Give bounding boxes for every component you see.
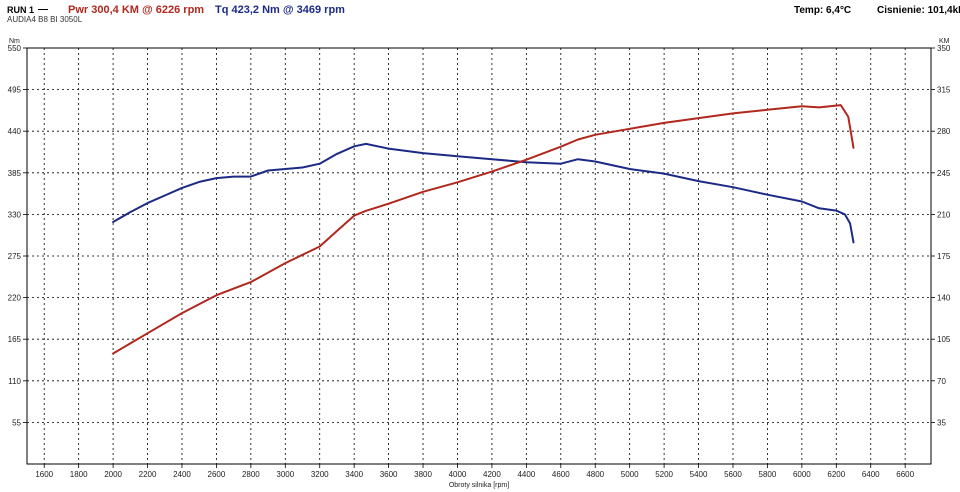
x-tick-label: 5800 bbox=[759, 470, 777, 479]
y-left-tick-label: 165 bbox=[8, 335, 22, 344]
x-tick-label: 3400 bbox=[345, 470, 363, 479]
y-right-tick-label: 140 bbox=[937, 294, 951, 303]
run-label: RUN 1 bbox=[7, 5, 35, 15]
x-tick-label: 3000 bbox=[276, 470, 294, 479]
x-tick-label: 3800 bbox=[414, 470, 432, 479]
x-tick-label: 2400 bbox=[173, 470, 191, 479]
y-right-tick-label: 105 bbox=[937, 335, 951, 344]
y-left-tick-label: 55 bbox=[12, 418, 21, 427]
x-tick-label: 3200 bbox=[311, 470, 329, 479]
power-legend: Pwr 300,4 KM @ 6226 rpm bbox=[68, 4, 205, 16]
y-right-tick-label: 175 bbox=[937, 252, 951, 261]
pressure-label: Cisnienie: 101,4kPa bbox=[877, 5, 960, 16]
y-axis-left-label: Nm bbox=[9, 38, 20, 45]
y-left-tick-label: 330 bbox=[8, 210, 22, 219]
x-tick-label: 6400 bbox=[862, 470, 880, 479]
x-tick-label: 2200 bbox=[139, 470, 157, 479]
y-right-tick-label: 245 bbox=[937, 169, 951, 178]
x-tick-label: 1600 bbox=[35, 470, 53, 479]
y-right-tick-label: 35 bbox=[937, 418, 946, 427]
y-left-tick-label: 440 bbox=[8, 127, 22, 136]
x-axis-label: Obroty silnika [rpm] bbox=[449, 482, 509, 489]
y-right-tick-label: 70 bbox=[937, 377, 946, 386]
y-left-tick-label: 385 bbox=[8, 169, 22, 178]
y-left-tick-label: 110 bbox=[8, 377, 21, 386]
torque-series-line bbox=[112, 142, 855, 244]
x-tick-label: 4000 bbox=[449, 470, 467, 479]
y-right-tick-label: 210 bbox=[937, 210, 951, 219]
x-tick-label: 2600 bbox=[208, 470, 226, 479]
x-tick-label: 3600 bbox=[380, 470, 398, 479]
y-right-tick-label: 280 bbox=[937, 127, 951, 136]
chart-grid bbox=[27, 48, 931, 464]
y-left-tick-label: 275 bbox=[8, 252, 22, 261]
y-left-tick-label: 495 bbox=[8, 86, 22, 95]
x-tick-label: 4800 bbox=[586, 470, 604, 479]
x-tick-label: 5400 bbox=[690, 470, 708, 479]
chart-header: RUN 1 — Pwr 300,4 KM @ 6226 rpm Tq 423,2… bbox=[0, 0, 960, 26]
x-tick-label: 5200 bbox=[655, 470, 673, 479]
chart-lines bbox=[112, 104, 855, 355]
x-tick-label: 6000 bbox=[793, 470, 811, 479]
x-tick-label: 6600 bbox=[896, 470, 914, 479]
x-tick-label: 4400 bbox=[517, 470, 535, 479]
x-tick-label: 1800 bbox=[70, 470, 88, 479]
car-label: AUDIA4 B8 BI 3050L bbox=[7, 15, 83, 24]
x-tick-label: 2000 bbox=[104, 470, 122, 479]
x-tick-label: 4200 bbox=[483, 470, 501, 479]
y-right-tick-label: 315 bbox=[937, 86, 951, 95]
torque-legend: Tq 423,2 Nm @ 3469 rpm bbox=[215, 4, 345, 16]
legend-dash: — bbox=[38, 4, 48, 15]
x-tick-label: 6200 bbox=[827, 470, 845, 479]
power-series-line bbox=[112, 104, 855, 355]
x-tick-label: 5000 bbox=[621, 470, 639, 479]
temperature-label: Temp: 6,4°C bbox=[794, 5, 852, 16]
y-right-tick-label: 350 bbox=[937, 44, 951, 53]
chart-axes: 1600 1800 2000 2200 2400 2600 2800 3000 3200 3400… bbox=[8, 44, 951, 479]
y-left-tick-label: 220 bbox=[8, 294, 22, 303]
x-tick-label: 4600 bbox=[552, 470, 570, 479]
x-tick-label: 2800 bbox=[242, 470, 260, 479]
x-tick-label: 5600 bbox=[724, 470, 742, 479]
y-left-tick-label: 550 bbox=[8, 44, 22, 53]
y-axis-right-label: KM bbox=[939, 38, 950, 45]
